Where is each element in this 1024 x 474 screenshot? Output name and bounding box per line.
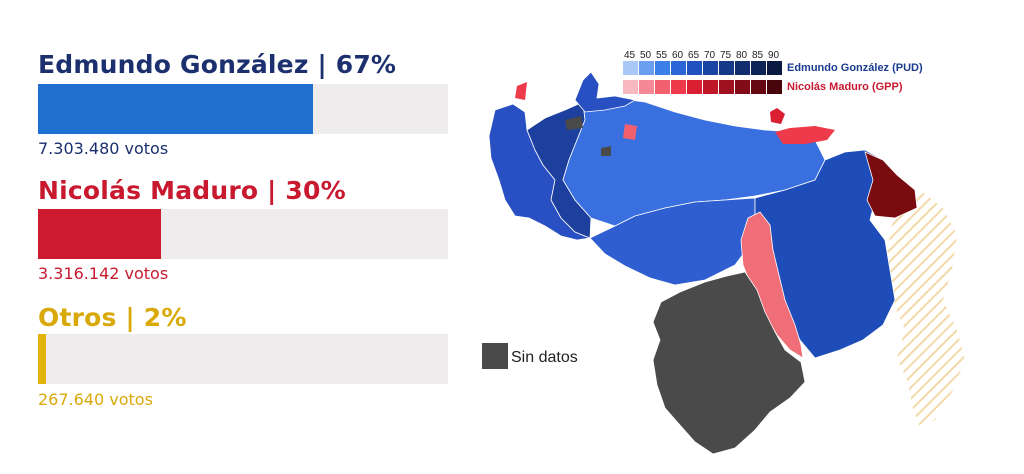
legend-tick-45: 45 [624, 50, 636, 61]
legend-tick-90: 90 [768, 50, 780, 61]
legend-blue-cell-1 [639, 61, 654, 75]
legend-tick-75: 75 [720, 50, 732, 61]
legend-blue-cell-3 [671, 61, 686, 75]
map-region-amazonas [652, 271, 806, 455]
legend-tick-70: 70 [704, 50, 716, 61]
legend-tick-60: 60 [672, 50, 684, 61]
legend-ticks: 45 50 55 60 65 70 75 80 85 90 [624, 50, 780, 61]
map-region-essequibo [885, 190, 965, 428]
candidate-otros-bar-track [38, 334, 448, 384]
map-region-red-spot-north [623, 124, 637, 140]
legend-blue-cell-0 [623, 61, 638, 75]
map-region-red-spot-sucre [775, 126, 835, 144]
legend-red-cell-1 [639, 80, 654, 94]
candidate-maduro-bar-track [38, 209, 448, 259]
legend-blue-cell-7 [735, 61, 750, 75]
legend-red-cell-8 [751, 80, 766, 94]
nodata-swatch [482, 343, 508, 369]
legend-red-scale [623, 80, 782, 94]
map-region-red-spot-west [515, 82, 527, 100]
legend-blue-cell-6 [719, 61, 734, 75]
nodata-label: Sin datos [511, 349, 578, 366]
candidate-maduro-votes: 3.316.142 votos [38, 264, 169, 283]
candidate-maduro-bar-fill [38, 209, 161, 259]
candidate-otros-votes: 267.640 votos [38, 390, 153, 409]
candidate-otros-name: Otros | 2% [38, 303, 187, 332]
legend-tick-85: 85 [752, 50, 764, 61]
legend-blue-cell-4 [687, 61, 702, 75]
legend-tick-65: 65 [688, 50, 700, 61]
legend-blue-scale [623, 61, 782, 75]
legend-red-cell-3 [671, 80, 686, 94]
candidate-gonzalez-bar-fill [38, 84, 313, 134]
legend-red-cell-9 [767, 80, 782, 94]
map-region-delta [864, 151, 918, 219]
map-legend: 45 50 55 60 65 70 75 80 85 90 Edmundo González (P… [623, 50, 923, 94]
map-region-nodata-spot-1 [565, 116, 583, 130]
legend-tick-55: 55 [656, 50, 668, 61]
candidate-otros-bar-fill [38, 334, 47, 384]
candidate-gonzalez-votes: 7.303.480 votos [38, 139, 169, 158]
legend-maduro-label: Nicolás Maduro (GPP) [787, 81, 903, 93]
results-map: Sin datos 45 50 55 60 65 70 75 80 85 90 Edmundo G… [465, 40, 1024, 469]
legend-gonzalez-label: Edmundo González (PUD) [787, 62, 923, 74]
legend-red-cell-4 [687, 80, 702, 94]
map-region-red-spot-margarita [770, 108, 785, 124]
candidate-gonzalez-name: Edmundo González | 67% [38, 50, 397, 79]
legend-blue-cell-2 [655, 61, 670, 75]
candidate-maduro-name: Nicolás Maduro | 30% [38, 176, 346, 205]
legend-red-cell-7 [735, 80, 750, 94]
venezuela-map: Sin datos 45 50 55 60 65 70 75 80 85 90 Edmundo G… [482, 50, 965, 455]
legend-blue-cell-5 [703, 61, 718, 75]
candidate-gonzalez-bar-track [38, 84, 448, 134]
legend-tick-50: 50 [640, 50, 652, 61]
legend-red-cell-6 [719, 80, 734, 94]
legend-red-cell-0 [623, 80, 638, 94]
map-region-nodata-spot-2 [601, 146, 611, 156]
legend-red-cell-2 [655, 80, 670, 94]
results-panel: Edmundo González | 67% 7.303.480 votos N… [0, 0, 470, 469]
legend-blue-cell-8 [751, 61, 766, 75]
legend-blue-cell-9 [767, 61, 782, 75]
legend-tick-80: 80 [736, 50, 748, 61]
map-region-falcon [574, 71, 637, 113]
legend-red-cell-5 [703, 80, 718, 94]
